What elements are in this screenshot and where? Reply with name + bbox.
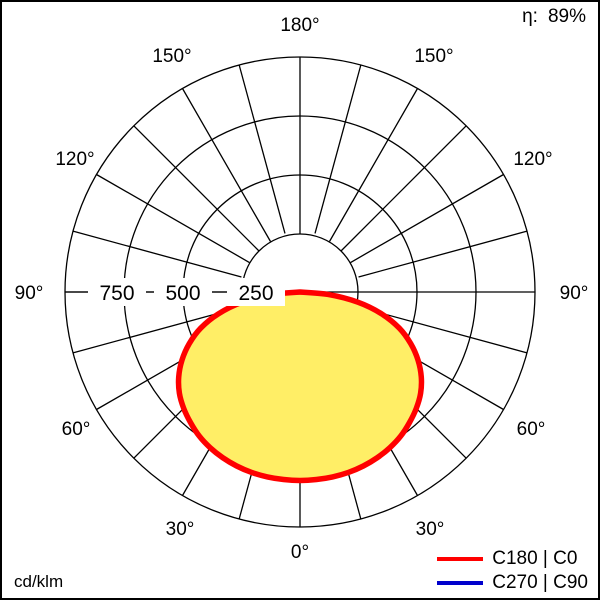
radial-label-bg-750 bbox=[88, 278, 146, 306]
radial-tick-labels: 250 500 750 bbox=[88, 278, 285, 306]
angle-label-30l: 30° bbox=[416, 519, 445, 540]
radial-label-bg-250 bbox=[227, 278, 285, 306]
angle-tick-labels: 0° 30° 60° 90° 120° 150° 180° 150° 120° … bbox=[15, 15, 589, 563]
angle-label-150l: 150° bbox=[152, 46, 191, 67]
spoke-225 bbox=[133, 125, 260, 252]
efficiency-label: η: 89% bbox=[522, 6, 586, 28]
angle-label-150r: 150° bbox=[414, 46, 453, 67]
spoke-150 bbox=[328, 88, 419, 242]
spoke-165 bbox=[314, 64, 362, 234]
radial-label-bg-500 bbox=[154, 278, 212, 306]
distribution-curve-c180-c0 bbox=[175, 289, 425, 484]
spoke-240 bbox=[96, 173, 250, 264]
efficiency-value: 89% bbox=[547, 6, 586, 27]
legend-item-c180-c0: C180 | C0 bbox=[437, 548, 588, 570]
angle-label-90r: 90° bbox=[560, 283, 589, 304]
angle-label-120r: 120° bbox=[513, 149, 552, 170]
legend: C180 | C0 C270 | C90 bbox=[437, 548, 588, 594]
radial-label-750: 750 bbox=[99, 282, 134, 305]
legend-label-c180-c0: C180 | C0 bbox=[492, 548, 578, 569]
radial-label-500: 500 bbox=[165, 282, 200, 305]
spoke-255 bbox=[72, 230, 242, 278]
spoke-120 bbox=[350, 173, 504, 264]
angle-label-60r: 60° bbox=[62, 419, 91, 440]
legend-swatch-c180-c0 bbox=[437, 557, 484, 561]
spoke-105 bbox=[358, 230, 528, 278]
angle-label-180: 180° bbox=[280, 15, 319, 36]
legend-item-c270-c90: C270 | C90 bbox=[437, 572, 588, 594]
legend-swatch-c270-c90 bbox=[437, 581, 484, 585]
angle-label-60l: 60° bbox=[517, 419, 546, 440]
angle-label-120l: 120° bbox=[55, 149, 94, 170]
unit-label: cd/klm bbox=[14, 572, 64, 591]
distribution-curve-path bbox=[175, 289, 425, 484]
angle-label-30r: 30° bbox=[166, 519, 195, 540]
radial-label-250: 250 bbox=[238, 282, 273, 305]
angle-label-90l: 90° bbox=[15, 283, 44, 304]
legend-label-c270-c90: C270 | C90 bbox=[492, 572, 588, 593]
spoke-195 bbox=[238, 64, 286, 234]
efficiency-symbol: η: bbox=[522, 6, 538, 27]
angle-label-0: 0° bbox=[291, 542, 309, 563]
spoke-210 bbox=[181, 88, 272, 242]
spoke-135 bbox=[340, 125, 467, 252]
